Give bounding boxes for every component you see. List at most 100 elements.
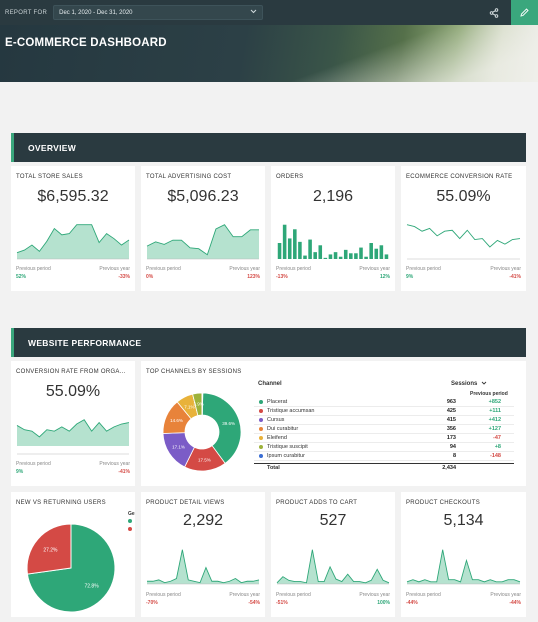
channel-name: Tristique accumsan	[267, 408, 315, 414]
channel-color-dot	[259, 436, 263, 440]
order-bar	[349, 253, 353, 259]
order-bar	[308, 239, 312, 259]
order-bar	[282, 224, 287, 259]
previous-year-value: -41%	[509, 274, 521, 280]
pie-slice-returning	[26, 523, 72, 575]
conversion-rate-organic-card[interactable]: CONVERSION RATE FROM ORGA... 55.09% Prev…	[11, 361, 135, 486]
top-bar: REPORT FOR Dec 1, 2020 - Dec 31, 2020	[0, 0, 538, 25]
card-value: 55.09%	[436, 188, 491, 205]
donut-slice-label: 14.6%	[170, 418, 183, 423]
orders-card[interactable]: ORDERS 2,196 Previous period Previous ye…	[271, 166, 395, 291]
donut-slice-label: 3.9%	[193, 402, 203, 407]
channel-change: -47	[493, 435, 501, 441]
overview-section-header: OVERVIEW	[11, 133, 526, 162]
trend-line	[16, 224, 130, 254]
previous-period-value: -70%	[146, 600, 158, 606]
sales-trend-chart	[16, 224, 130, 260]
card-value: 55.09%	[45, 383, 101, 400]
donut-slice	[201, 392, 204, 416]
website-performance-section-header: WEBSITE PERFORMANCE	[11, 328, 526, 357]
trend-area	[147, 549, 259, 584]
order-bar	[303, 255, 307, 259]
total-advertising-cost-card[interactable]: TOTAL ADVERTISING COST $5,096.23 Previou…	[141, 166, 265, 291]
organic-conversion-trend-chart	[16, 419, 130, 455]
total-label: Total	[267, 465, 280, 471]
previous-year-label: Previous year	[99, 461, 130, 467]
trend-line	[147, 549, 260, 584]
sessions-column-header[interactable]: Sessions	[451, 381, 487, 387]
donut-slice-label: 17.5%	[198, 457, 211, 462]
date-range-select[interactable]: Dec 1, 2020 - Dec 31, 2020	[53, 5, 264, 20]
channel-color-dot	[259, 409, 263, 413]
channel-row: Cursus 415 +412	[254, 416, 514, 425]
previous-period-label: Previous period	[406, 266, 441, 272]
card-title: TOTAL ADVERTISING COST	[146, 174, 232, 180]
order-bar	[354, 253, 358, 259]
channel-row: Tristique suscipit 94 +8	[254, 443, 514, 452]
top-channels-card[interactable]: TOP CHANNELS BY SESSIONS 39.6% 17.5% 17.1%…	[141, 361, 526, 486]
product-adds-to-cart-card[interactable]: PRODUCT ADDS TO CART 527 Previous period…	[271, 492, 395, 617]
edit-button[interactable]	[511, 0, 538, 25]
card-value: 2,292	[182, 512, 224, 529]
new-vs-returning-card[interactable]: NEW VS RETURNING USERS 72.8% 27.2% Ge	[11, 492, 135, 617]
channel-sessions: 415	[446, 417, 456, 423]
card-title: CONVERSION RATE FROM ORGA...	[16, 369, 126, 375]
card-title: ORDERS	[276, 174, 304, 180]
previous-year-value: -41%	[118, 469, 130, 475]
share-button[interactable]	[486, 5, 502, 21]
channel-color-dot	[259, 445, 263, 449]
trend-area	[17, 419, 129, 446]
channel-name: Tristique suscipit	[267, 444, 308, 450]
card-value: 527	[319, 512, 347, 529]
channel-name: Cursus	[267, 417, 285, 423]
donut-slice-label: 17.1%	[172, 445, 185, 450]
channel-color-dot	[259, 400, 263, 404]
previous-year-value: 12%	[379, 274, 390, 280]
pie-legend: Ge	[128, 511, 135, 533]
report-for-label: REPORT FOR	[5, 9, 48, 16]
share-icon	[489, 8, 499, 18]
previous-year-label: Previous year	[359, 266, 390, 272]
ecommerce-conversion-rate-card[interactable]: ECOMMERCE CONVERSION RATE 55.09% Previou…	[401, 166, 526, 291]
chevron-down-icon	[250, 9, 257, 16]
previous-period-label: Previous period	[16, 461, 51, 467]
previous-period-label: Previous period	[16, 266, 51, 272]
card-value: $6,595.32	[37, 188, 109, 205]
total-sessions: 2,434	[442, 465, 456, 471]
channels-donut-chart: 39.6% 17.5% 17.1% 14.6% 7.1%3.9%	[162, 392, 242, 472]
pencil-icon	[520, 8, 529, 17]
previous-year-value: -33%	[118, 274, 130, 280]
card-title: NEW VS RETURNING USERS	[16, 500, 106, 506]
previous-period-column-header: Previous period	[470, 391, 508, 397]
previous-year-label: Previous year	[490, 592, 521, 598]
previous-year-label: Previous year	[99, 266, 130, 272]
previous-period-label: Previous period	[146, 266, 181, 272]
donut-slice	[201, 392, 242, 464]
order-bar	[384, 254, 389, 259]
card-value: $5,096.23	[167, 188, 239, 205]
previous-period-label: Previous period	[406, 592, 441, 598]
trend-line	[146, 224, 259, 256]
pie-slice-label: 27.2%	[43, 548, 58, 554]
channel-sessions: 356	[446, 426, 456, 432]
channel-sessions: 94	[449, 444, 456, 450]
order-bar	[328, 254, 333, 259]
trend-area	[407, 549, 520, 584]
channel-change: +8	[494, 444, 501, 450]
previous-year-value: -54%	[248, 600, 260, 606]
channel-name: Ipsum curabitur	[267, 453, 305, 459]
product-detail-views-card[interactable]: PRODUCT DETAIL VIEWS 2,292 Previous peri…	[141, 492, 265, 617]
previous-period-label: Previous period	[146, 592, 181, 598]
previous-year-label: Previous year	[229, 592, 260, 598]
product-checkouts-card[interactable]: PRODUCT CHECKOUTS 5,134 Previous period …	[401, 492, 526, 617]
total-store-sales-card[interactable]: TOTAL STORE SALES $6,595.32 Previous per…	[11, 166, 135, 291]
channel-row: Ipsum curabitur 8 -148	[254, 452, 514, 461]
trend-line	[406, 224, 521, 248]
previous-year-label: Previous year	[359, 592, 390, 598]
previous-period-label: Previous period	[276, 592, 311, 598]
sort-chevron-icon	[481, 381, 487, 385]
channel-change: +127	[488, 426, 501, 432]
card-title: PRODUCT DETAIL VIEWS	[146, 500, 225, 506]
orders-bar-chart	[277, 224, 389, 259]
card-value: 5,134	[443, 512, 484, 529]
